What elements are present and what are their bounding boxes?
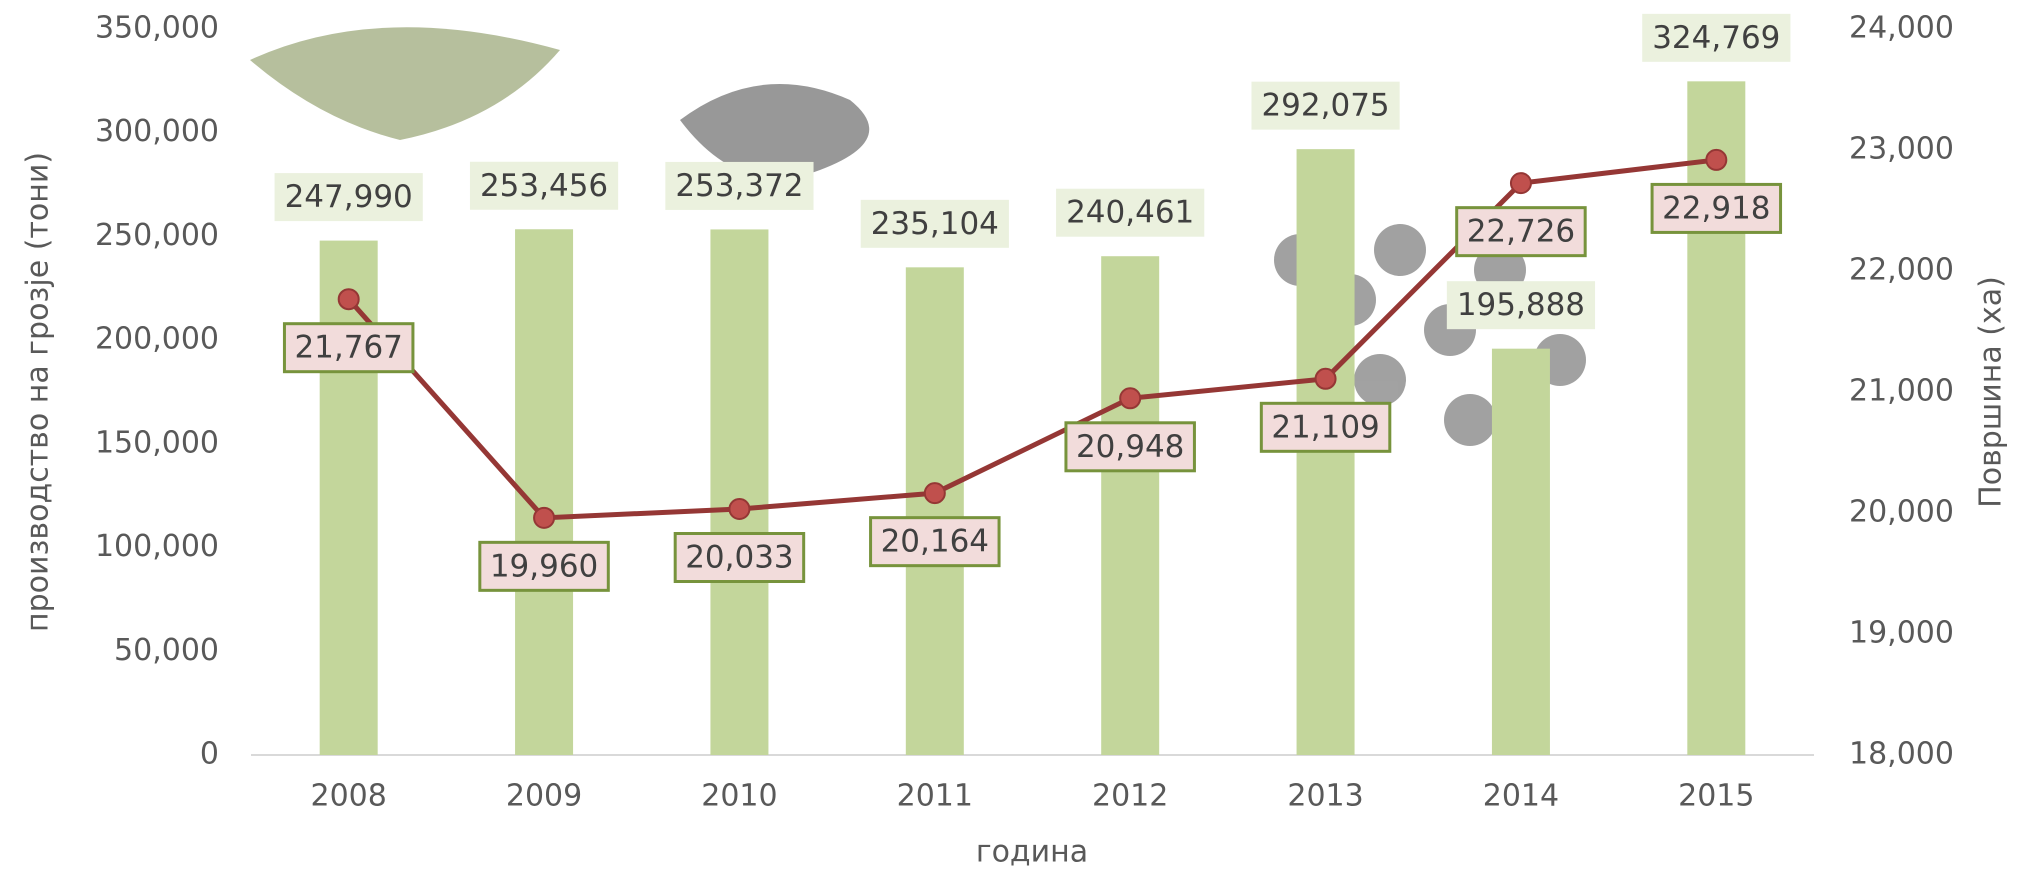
bar (1101, 256, 1160, 755)
label-box (469, 161, 619, 210)
data-label: 20,164 (881, 524, 989, 560)
data-label: 195,888 (1457, 287, 1585, 323)
data-label: 22,726 (1467, 214, 1575, 250)
label-box (673, 532, 806, 584)
decoration (1444, 394, 1496, 446)
label-box (1642, 13, 1791, 62)
decoration (250, 27, 560, 140)
data-label: 253,456 (480, 168, 608, 204)
y2-tick-label: 23,000 (1849, 132, 1954, 167)
x-tick-label: 2009 (506, 779, 582, 814)
line-marker (1705, 148, 1728, 171)
label-box (1064, 421, 1196, 473)
y-tick-label: 100,000 (95, 529, 219, 564)
label-box (1259, 401, 1392, 453)
data-label: 324,769 (1652, 20, 1780, 56)
label-box (860, 199, 1009, 248)
label-box (1455, 206, 1587, 258)
data-label: 247,990 (285, 179, 413, 215)
y2-tick-label: 21,000 (1849, 374, 1954, 409)
bar (1687, 81, 1746, 755)
data-label: 22,918 (1662, 190, 1770, 226)
bar (710, 229, 769, 755)
bar (515, 229, 574, 756)
y2-tick-label: 22,000 (1849, 253, 1954, 288)
line-marker (1314, 367, 1337, 390)
line-marker (533, 506, 556, 529)
label-box (665, 161, 814, 210)
y-tick-label: 150,000 (95, 425, 219, 460)
y-tick-label: 0 (200, 737, 219, 772)
x-tick-label: 2014 (1483, 779, 1559, 814)
y2-tick-label: 20,000 (1849, 495, 1954, 530)
x-axis-title: година (976, 835, 1088, 870)
x-tick-label: 2012 (1092, 779, 1168, 814)
label-box (1251, 81, 1400, 130)
y-tick-label: 200,000 (95, 322, 219, 357)
data-label: 21,109 (1271, 409, 1379, 445)
background-decoration (250, 27, 1586, 446)
x-tick-label: 2015 (1678, 779, 1754, 814)
line-marker (1119, 387, 1142, 410)
bar (1491, 348, 1550, 755)
line-marker (728, 498, 751, 521)
label-box (1056, 188, 1205, 237)
data-label: 19,960 (490, 548, 598, 584)
decoration (1374, 224, 1426, 276)
line-marker (1509, 172, 1532, 195)
data-label: 235,104 (871, 206, 999, 242)
label-box (478, 540, 610, 592)
y-axis-title: производство на грозје (тони) (21, 152, 56, 632)
data-label: 21,767 (294, 330, 402, 366)
line-marker (923, 482, 946, 505)
x-tick-label: 2010 (701, 779, 777, 814)
label-box (1446, 281, 1596, 330)
data-label: 20,948 (1076, 429, 1184, 465)
bar (905, 267, 964, 755)
bar (319, 240, 378, 755)
label-box (869, 516, 1001, 568)
y2-axis-title: Површина (ха) (1974, 276, 2009, 508)
y-tick-label: 50,000 (114, 633, 219, 668)
y-tick-label: 350,000 (95, 11, 219, 46)
data-label: 240,461 (1066, 195, 1194, 231)
x-tick-label: 2011 (897, 779, 973, 814)
y2-tick-label: 19,000 (1849, 616, 1954, 651)
decoration (1354, 354, 1406, 406)
label-box (274, 173, 423, 222)
y2-tick-label: 24,000 (1849, 11, 1954, 46)
y2-tick-label: 18,000 (1849, 737, 1954, 772)
y-tick-label: 300,000 (95, 114, 219, 149)
decoration (680, 84, 870, 179)
y-tick-label: 250,000 (95, 218, 219, 253)
label-box (282, 322, 415, 374)
data-label: 20,033 (685, 540, 793, 576)
line-marker (337, 288, 360, 311)
label-box (1650, 182, 1783, 234)
x-tick-label: 2008 (311, 779, 387, 814)
x-tick-label: 2013 (1287, 779, 1363, 814)
data-label: 253,372 (675, 168, 803, 204)
data-label: 292,075 (1261, 88, 1389, 124)
